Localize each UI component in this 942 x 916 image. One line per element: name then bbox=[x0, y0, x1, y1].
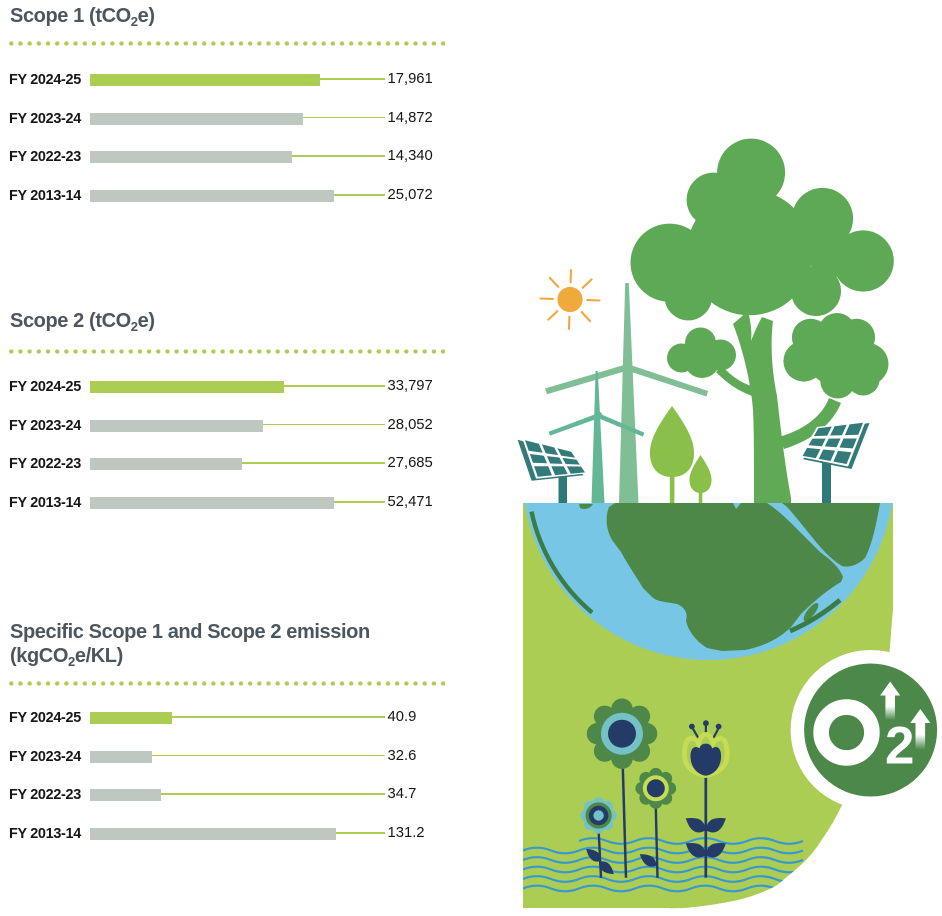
svg-text:2: 2 bbox=[885, 717, 914, 776]
